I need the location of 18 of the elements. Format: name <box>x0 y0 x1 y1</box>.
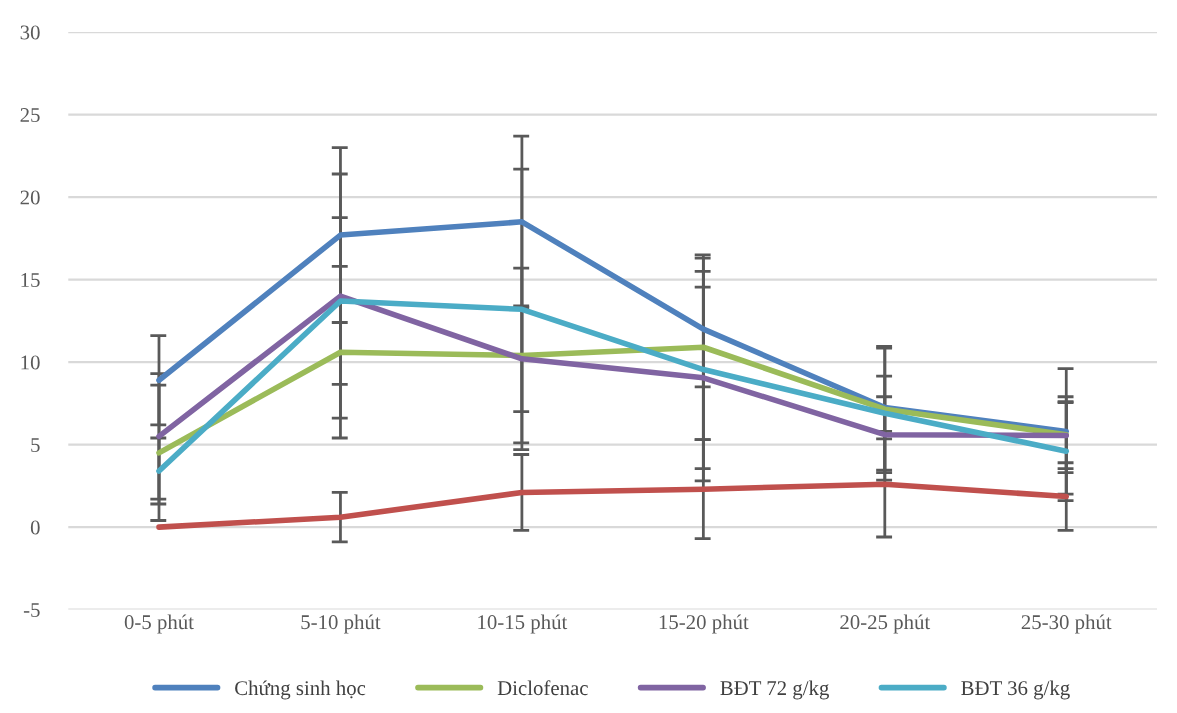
y-tick-label: 25 <box>20 108 40 123</box>
y-tick-label: 30 <box>20 25 40 40</box>
x-tick-label: 10-15 phút <box>478 614 568 634</box>
x-tick-label: 20-25 phút <box>840 614 931 634</box>
y-tick-label: 20 <box>20 190 40 205</box>
x-tick-label: 15-20 phút <box>659 614 749 634</box>
y-tick-label: 5 <box>31 438 40 453</box>
y-tick-label: 0 <box>30 520 40 535</box>
y-tick-label: -5 <box>23 603 40 618</box>
legend-label: BĐT 36 g/kg <box>961 680 1070 700</box>
y-tick-label: 15 <box>21 273 40 288</box>
legend-label: Diclofenac <box>497 680 588 696</box>
legend-label: BĐT 72 g/kg <box>720 680 829 700</box>
x-tick-label: 5-10 phút <box>301 614 381 634</box>
y-tick-label: 10 <box>21 355 40 370</box>
legend-label: Chứng sinh học <box>235 680 366 700</box>
x-tick-label: 25-30 phút <box>1021 614 1112 634</box>
x-tick-label: 0-5 phút <box>124 614 194 634</box>
